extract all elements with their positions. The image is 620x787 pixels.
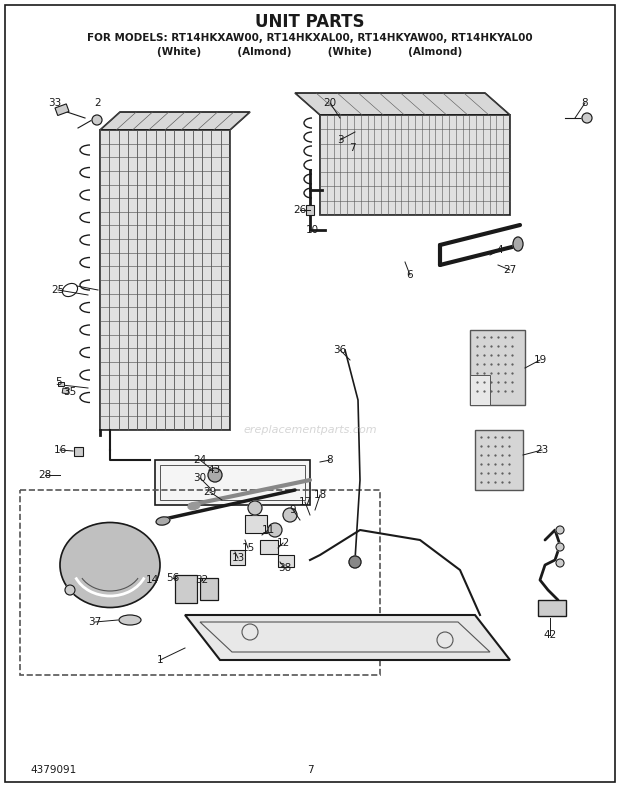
Bar (175, 575, 197, 603)
Bar (538, 600, 566, 616)
Text: 9: 9 (290, 505, 296, 515)
Circle shape (556, 526, 564, 534)
Text: UNIT PARTS: UNIT PARTS (255, 13, 365, 31)
Bar (160, 465, 305, 500)
Text: 28: 28 (38, 470, 51, 480)
Text: FOR MODELS: RT14HKXAW00, RT14HKXAL00, RT14HKYAW00, RT14HKYAL00: FOR MODELS: RT14HKXAW00, RT14HKXAL00, RT… (87, 33, 533, 43)
Text: 56: 56 (166, 573, 180, 583)
Circle shape (248, 501, 262, 515)
Bar (200, 578, 218, 600)
Text: 7: 7 (348, 143, 355, 153)
Text: ereplacementparts.com: ereplacementparts.com (243, 425, 377, 435)
Ellipse shape (156, 517, 170, 525)
Bar (278, 555, 294, 567)
Circle shape (582, 113, 592, 123)
Text: 37: 37 (89, 617, 102, 627)
Text: 10: 10 (306, 225, 319, 235)
Ellipse shape (60, 523, 160, 608)
Text: 29: 29 (203, 487, 216, 497)
Circle shape (283, 508, 297, 522)
Text: 4379091: 4379091 (30, 765, 76, 775)
Text: 14: 14 (145, 575, 159, 585)
Text: 19: 19 (533, 355, 547, 365)
Ellipse shape (119, 615, 141, 625)
Text: 26: 26 (293, 205, 307, 215)
Circle shape (268, 523, 282, 537)
Bar (230, 550, 245, 565)
Text: 7: 7 (307, 765, 313, 775)
Polygon shape (295, 93, 510, 115)
Circle shape (556, 559, 564, 567)
Text: 4: 4 (497, 245, 503, 255)
Bar (260, 540, 278, 554)
Bar (62, 388, 69, 394)
Bar (306, 205, 314, 215)
Text: 27: 27 (503, 265, 516, 275)
Bar (475, 430, 523, 490)
Circle shape (92, 115, 102, 125)
Bar (245, 515, 267, 533)
Text: 6: 6 (407, 270, 414, 280)
Polygon shape (100, 112, 250, 130)
Text: 13: 13 (231, 553, 245, 563)
Text: 30: 30 (193, 473, 206, 483)
Text: 23: 23 (536, 445, 549, 455)
Text: 18: 18 (313, 490, 327, 500)
Bar (58, 382, 64, 386)
Text: 43: 43 (207, 465, 221, 475)
Text: 2: 2 (95, 98, 101, 108)
Text: 15: 15 (241, 543, 255, 553)
Text: 35: 35 (63, 387, 77, 397)
Text: 25: 25 (51, 285, 64, 295)
Circle shape (556, 543, 564, 551)
Text: (White)          (Almond)          (White)          (Almond): (White) (Almond) (White) (Almond) (157, 47, 463, 57)
Text: 32: 32 (195, 575, 208, 585)
Bar (55, 104, 69, 116)
Text: 5: 5 (55, 377, 61, 387)
Polygon shape (100, 130, 230, 430)
Polygon shape (185, 615, 510, 660)
Polygon shape (320, 115, 510, 215)
Ellipse shape (188, 502, 200, 510)
Bar (155, 460, 310, 505)
Text: 42: 42 (543, 630, 557, 640)
Circle shape (349, 556, 361, 568)
Bar (74, 447, 83, 456)
Text: 11: 11 (262, 525, 275, 535)
Text: 16: 16 (53, 445, 66, 455)
Text: 8: 8 (582, 98, 588, 108)
Circle shape (208, 468, 222, 482)
Text: 3: 3 (337, 135, 343, 145)
Ellipse shape (513, 237, 523, 251)
Circle shape (65, 585, 75, 595)
Text: 36: 36 (334, 345, 347, 355)
Bar (20, 490, 380, 675)
Text: 38: 38 (278, 563, 291, 573)
Bar (470, 375, 490, 405)
Text: 8: 8 (327, 455, 334, 465)
Text: 12: 12 (277, 538, 290, 548)
Text: 20: 20 (324, 98, 337, 108)
Text: 24: 24 (193, 455, 206, 465)
Text: 1: 1 (157, 655, 163, 665)
Text: 17: 17 (298, 497, 312, 507)
Bar (470, 330, 525, 405)
Text: 33: 33 (48, 98, 61, 108)
